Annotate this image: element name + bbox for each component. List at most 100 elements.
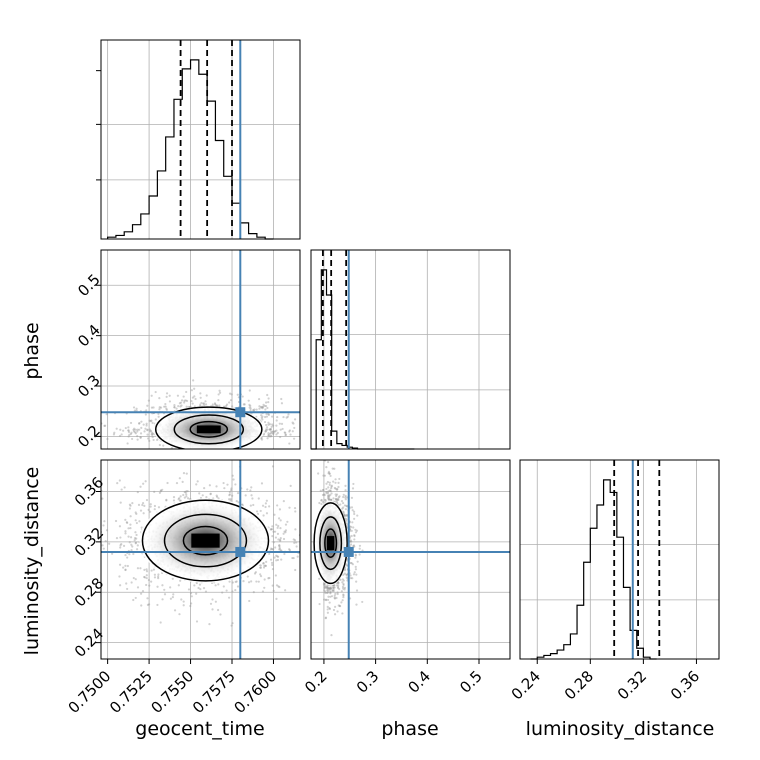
sample-point (208, 623, 211, 626)
sample-point (358, 544, 362, 547)
sample-point (354, 554, 358, 557)
sample-point (187, 405, 190, 409)
sample-point (228, 498, 231, 501)
sample-point (353, 512, 356, 516)
sample-point (352, 510, 356, 513)
sample-point (118, 479, 121, 482)
sample-point (267, 432, 270, 435)
sample-point (148, 584, 151, 587)
sample-point (345, 576, 348, 579)
sample-point (350, 529, 353, 532)
sample-point (165, 407, 168, 410)
sample-point (225, 589, 228, 592)
sample-point (151, 433, 154, 436)
sample-point (242, 580, 245, 583)
sample-point (325, 586, 329, 589)
sample-point (102, 547, 105, 550)
sample-point (236, 393, 239, 396)
sample-point (140, 420, 143, 423)
sample-point (165, 392, 169, 395)
sample-point (355, 580, 358, 583)
sample-point (266, 437, 269, 440)
sample-point (178, 402, 181, 405)
sample-point (323, 586, 326, 589)
sample-point (330, 484, 333, 487)
sample-point (329, 474, 332, 478)
sample-point (332, 608, 336, 612)
sample-point (261, 415, 264, 418)
sample-point (293, 418, 297, 421)
sample-point (272, 548, 275, 551)
sample-point (248, 406, 251, 409)
sample-point (127, 535, 130, 538)
sample-point (211, 608, 214, 611)
sample-point (129, 515, 132, 518)
sample-point (282, 532, 285, 535)
sample-point (180, 399, 184, 402)
panel-frame (310, 249, 511, 450)
sample-point (268, 423, 272, 426)
sample-point (334, 605, 337, 608)
sample-point (327, 486, 330, 489)
y-tick-label-luminosity_distance: 0.28 (71, 574, 107, 610)
sample-point (182, 493, 185, 497)
x-tick-label-phase: 0.3 (353, 667, 383, 697)
sample-point (189, 592, 193, 595)
sample-point (182, 604, 185, 607)
sample-point (157, 412, 160, 416)
sample-point (261, 406, 264, 409)
sample-point (278, 544, 281, 547)
sample-point (268, 435, 271, 438)
sample-point (154, 390, 157, 394)
sample-point (134, 578, 137, 581)
sample-point (320, 502, 323, 506)
sample-point (265, 426, 269, 429)
sample-point (274, 530, 277, 533)
sample-point (146, 433, 149, 436)
sample-point (326, 608, 329, 611)
sample-point (165, 498, 168, 501)
sample-point (139, 485, 142, 488)
sample-point (150, 580, 153, 583)
sample-point (331, 589, 334, 592)
sample-point (130, 548, 133, 552)
sample-point (138, 520, 141, 523)
sample-point (323, 493, 326, 497)
sample-point (134, 531, 137, 534)
sample-point (278, 548, 281, 551)
sample-point (263, 420, 267, 424)
sample-point (279, 519, 282, 522)
sample-point (198, 492, 201, 495)
sample-point (272, 432, 275, 435)
sample-point (327, 490, 330, 493)
sample-point (343, 586, 346, 589)
sample-point (335, 498, 338, 501)
sample-point (214, 600, 217, 603)
sample-point (159, 621, 162, 624)
sample-point (149, 419, 152, 423)
sample-point (129, 421, 133, 425)
sample-point (246, 488, 249, 491)
sample-point (129, 432, 133, 436)
sample-point (135, 537, 138, 540)
panel-frame (100, 459, 301, 660)
sample-point (232, 478, 235, 481)
sample-point (253, 572, 257, 575)
sample-point (179, 405, 182, 408)
sample-point (334, 493, 337, 496)
sample-point (101, 544, 104, 547)
sample-point (261, 590, 265, 593)
sample-point (237, 501, 240, 504)
sample-point (275, 424, 278, 427)
sample-point (134, 511, 137, 514)
sample-point (150, 433, 153, 436)
sample-point (169, 597, 172, 600)
sample-point (264, 502, 267, 505)
sample-point (186, 490, 189, 493)
sample-point (267, 401, 270, 404)
sample-point (267, 423, 270, 426)
sample-point (262, 514, 265, 517)
sample-point (253, 408, 256, 411)
sample-point (334, 487, 337, 490)
sample-point (218, 404, 221, 407)
